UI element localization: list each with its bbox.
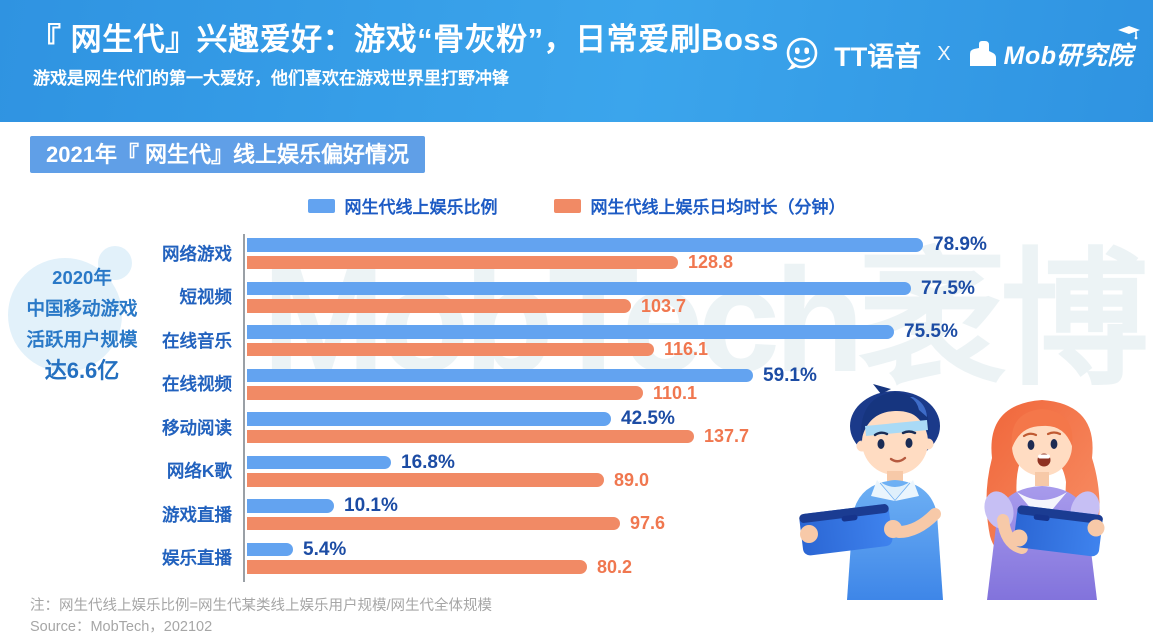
bar-chart: 网络游戏 78.9% 128.8 短视频 77.5% 103.7 在线音乐 75.5% 116.… xyxy=(0,234,1153,582)
duration-value: 128.8 xyxy=(688,252,734,272)
duration-bar xyxy=(247,516,620,530)
illustration-characters xyxy=(799,384,1105,600)
side-note: 2020年 中国移动游戏 活跃用户规模 达6.6亿 xyxy=(4,262,160,386)
boy-character xyxy=(799,384,943,600)
legend-label: 网生代线上娱乐日均时长（分钟） xyxy=(590,198,846,217)
ratio-value: 77.5% xyxy=(921,277,975,299)
ratio-value: 75.5% xyxy=(904,321,958,342)
duration-bar xyxy=(247,560,587,574)
duration-bar xyxy=(247,299,631,313)
ratio-bar xyxy=(247,542,293,556)
chart-row: 移动阅读 42.5% 137.7 xyxy=(0,408,1153,452)
tt-voice-icon xyxy=(786,37,818,70)
chart-row: 在线音乐 75.5% 116.1 xyxy=(0,321,1153,365)
duration-value: 97.6 xyxy=(630,513,666,533)
girl-character xyxy=(984,400,1105,600)
category-label: 网络游戏 xyxy=(162,243,232,264)
side-note-line: 2020年 xyxy=(52,267,112,288)
chart-row: 娱乐直播 5.4% 80.2 xyxy=(0,539,1153,583)
category-label: 在线音乐 xyxy=(162,330,232,351)
ratio-bar xyxy=(247,499,334,513)
side-note-highlight: 达6.6亿 xyxy=(44,358,120,383)
chart-row: 网络游戏 78.9% 128.8 xyxy=(0,234,1153,278)
chart-row: 网络K歌 16.8% 89.0 xyxy=(0,452,1153,496)
legend-item: 网生代线上娱乐日均时长（分钟） xyxy=(553,193,846,218)
chart-title-badge: 2021年『 网生代』线上娱乐偏好情况 xyxy=(30,136,426,173)
mob-logo: Mob研究院 xyxy=(967,26,1140,72)
legend-swatch xyxy=(553,198,581,213)
brand-separator: X xyxy=(937,42,951,65)
legend-swatch xyxy=(307,198,335,213)
ratio-value: 42.5% xyxy=(621,408,675,429)
ratio-bar xyxy=(247,325,894,339)
duration-value: 89.0 xyxy=(614,469,650,490)
legend-item: 网生代线上娱乐比例 xyxy=(307,193,498,218)
duration-bar xyxy=(247,342,654,356)
duration-bar xyxy=(247,386,643,400)
side-note-line: 中国移动游戏 xyxy=(26,298,138,319)
duration-bar xyxy=(247,255,678,269)
brand-logos: TT语音 X Mob研究院 xyxy=(782,26,1140,74)
ratio-bar xyxy=(247,368,753,382)
chart-row: 在线视频 59.1% 110.1 xyxy=(0,365,1153,409)
category-label: 游戏直播 xyxy=(162,504,232,525)
ratio-value: 10.1% xyxy=(344,495,398,516)
mob-label: Mob研究院 xyxy=(1003,42,1133,70)
ratio-bar xyxy=(247,281,911,295)
duration-value: 110.1 xyxy=(653,382,698,403)
category-label: 娱乐直播 xyxy=(162,548,232,568)
y-axis-line xyxy=(243,234,245,582)
source-line: Source：MobTech，202102 xyxy=(30,619,213,635)
mob-figure-icon xyxy=(969,41,996,66)
highlight-bubble xyxy=(8,258,122,372)
duration-bar xyxy=(247,473,604,487)
duration-value: 80.2 xyxy=(597,556,633,577)
legend-label: 网生代线上娱乐比例 xyxy=(344,198,498,217)
ratio-value: 59.1% xyxy=(763,364,817,386)
header-banner: 『 网生代』兴趣爱好：游戏“骨灰粉”，日常爱刷Boss 游戏是网生代们的第一大爱… xyxy=(0,0,1153,122)
ratio-bar xyxy=(247,412,611,426)
highlight-bubble-dot xyxy=(98,246,132,280)
duration-value: 137.7 xyxy=(704,426,750,446)
category-label: 网络K歌 xyxy=(166,461,232,481)
ratio-value: 5.4% xyxy=(303,538,347,560)
graduation-cap-icon xyxy=(1118,26,1140,40)
category-label: 在线视频 xyxy=(162,374,232,394)
duration-value: 116.1 xyxy=(664,339,709,359)
chart-row: 短视频 77.5% 103.7 xyxy=(0,278,1153,322)
side-note-line: 活跃用户规模 xyxy=(26,329,138,350)
page-subtitle: 游戏是网生代们的第一大爱好，他们喜欢在游戏世界里打野冲锋 xyxy=(33,69,509,88)
category-label: 短视频 xyxy=(179,287,233,307)
ratio-value: 16.8% xyxy=(401,451,455,473)
ratio-bar xyxy=(247,455,391,469)
ratio-bar xyxy=(247,238,923,252)
category-label: 移动阅读 xyxy=(162,417,232,438)
page-title: 『 网生代』兴趣爱好：游戏“骨灰粉”，日常爱刷Boss xyxy=(30,22,779,57)
tt-voice-label: TT语音 xyxy=(834,41,922,72)
duration-value: 103.7 xyxy=(641,295,687,316)
duration-bar xyxy=(247,429,694,443)
footnote: 注：网生代线上娱乐比例=网生代某类线上娱乐用户规模/网生代全体规模 xyxy=(30,598,492,614)
chart-row: 游戏直播 10.1% 97.6 xyxy=(0,495,1153,539)
chart-rows: 网络游戏 78.9% 128.8 短视频 77.5% 103.7 在线音乐 75.5% 116.… xyxy=(0,234,1153,582)
ratio-value: 78.9% xyxy=(933,234,987,255)
legend: 网生代线上娱乐比例 网生代线上娱乐日均时长（分钟） xyxy=(0,193,1153,218)
